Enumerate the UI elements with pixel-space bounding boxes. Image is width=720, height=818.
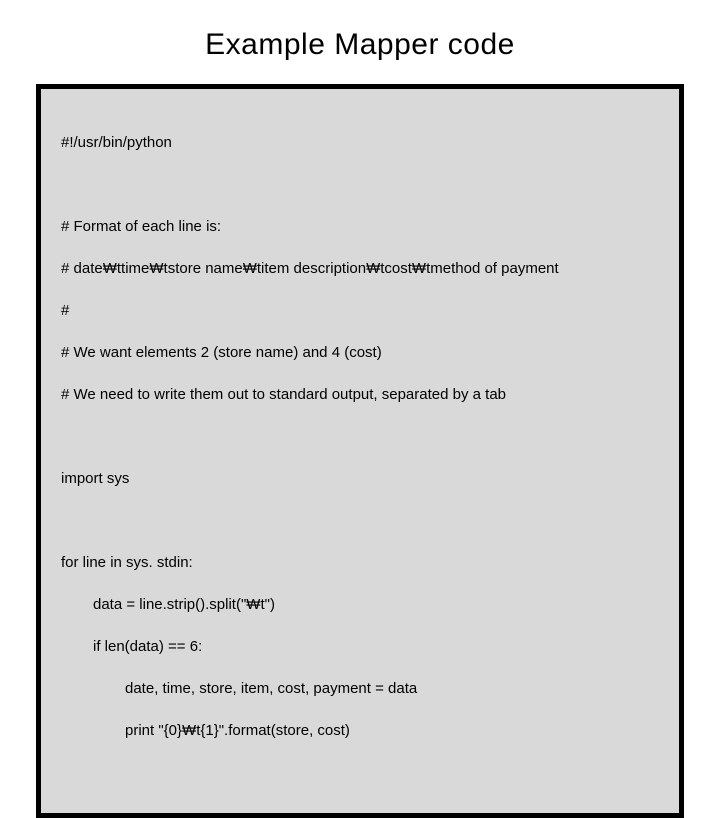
blank-line — [61, 510, 659, 531]
blank-line — [61, 174, 659, 195]
code-line-unpack: date, time, store, item, cost, payment =… — [61, 678, 659, 699]
code-line-comment: # — [61, 300, 659, 321]
code-line-assign: data = line.strip().split("₩t") — [61, 594, 659, 615]
blank-line — [61, 426, 659, 447]
code-line-comment: # Format of each line is: — [61, 216, 659, 237]
code-line-print: print "{0}₩t{1}".format(store, cost) — [61, 720, 659, 741]
code-line-shebang: #!/usr/bin/python — [61, 132, 659, 153]
code-line-comment: # We want elements 2 (store name) and 4 … — [61, 342, 659, 363]
code-box: #!/usr/bin/python # Format of each line … — [36, 84, 684, 818]
code-line-import: import sys — [61, 468, 659, 489]
code-line-comment: # date₩ttime₩tstore name₩titem descripti… — [61, 258, 659, 279]
code-line-comment: # We need to write them out to standard … — [61, 384, 659, 405]
code-line-if: if len(data) == 6: — [61, 636, 659, 657]
slide: Example Mapper code #!/usr/bin/python # … — [0, 0, 720, 540]
page-title: Example Mapper code — [36, 28, 684, 62]
code-line-for: for line in sys. stdin: — [61, 552, 659, 573]
